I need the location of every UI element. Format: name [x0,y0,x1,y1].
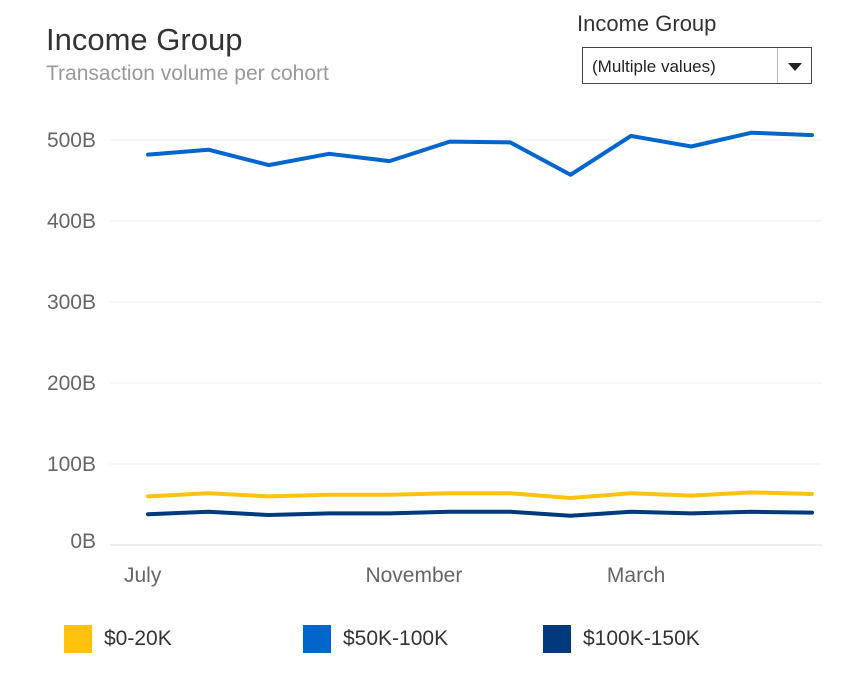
y-tick-label: 500B [47,129,96,152]
series-line-2[interactable] [146,509,814,518]
gridlines [110,139,822,546]
x-tick-label: November [365,564,462,587]
filter-label: Income Group [577,11,717,36]
legend-label: $50K-100K [343,627,449,650]
y-tick-label: 0B [70,530,96,553]
y-tick-label: 100B [47,453,96,476]
series-line-1[interactable] [146,130,814,177]
y-tick-label: 400B [47,210,96,233]
chart-subtitle: Transaction volume per cohort [46,62,329,85]
chevron-down-icon[interactable] [779,48,811,83]
dropdown-divider [777,48,778,83]
legend-item-50k-100k[interactable]: $50K-100K [303,625,448,653]
legend-item-0-20k[interactable]: $0-20K [64,625,172,653]
legend-swatch [303,625,331,653]
y-axis-ticks: 0B 100B 200B 300B 400B 500B [47,129,96,553]
chart-title: Income Group [46,22,243,57]
dropdown-selected-value: (Multiple values) [592,57,716,76]
chart-legend: $0-20K $50K-100K $100K-150K [0,625,866,659]
series-lines [146,130,814,518]
income-group-dropdown[interactable]: (Multiple values) [582,47,812,84]
legend-swatch [543,625,571,653]
x-tick-label: July [124,564,162,587]
legend-swatch [64,625,92,653]
x-tick-label: March [607,564,665,587]
legend-item-100k-150k[interactable]: $100K-150K [543,625,700,653]
legend-label: $0-20K [104,627,172,650]
series-line-0[interactable] [146,490,814,500]
y-tick-label: 200B [47,372,96,395]
x-axis-ticks: July November March [124,564,665,587]
legend-label: $100K-150K [583,627,700,650]
y-tick-label: 300B [47,291,96,314]
